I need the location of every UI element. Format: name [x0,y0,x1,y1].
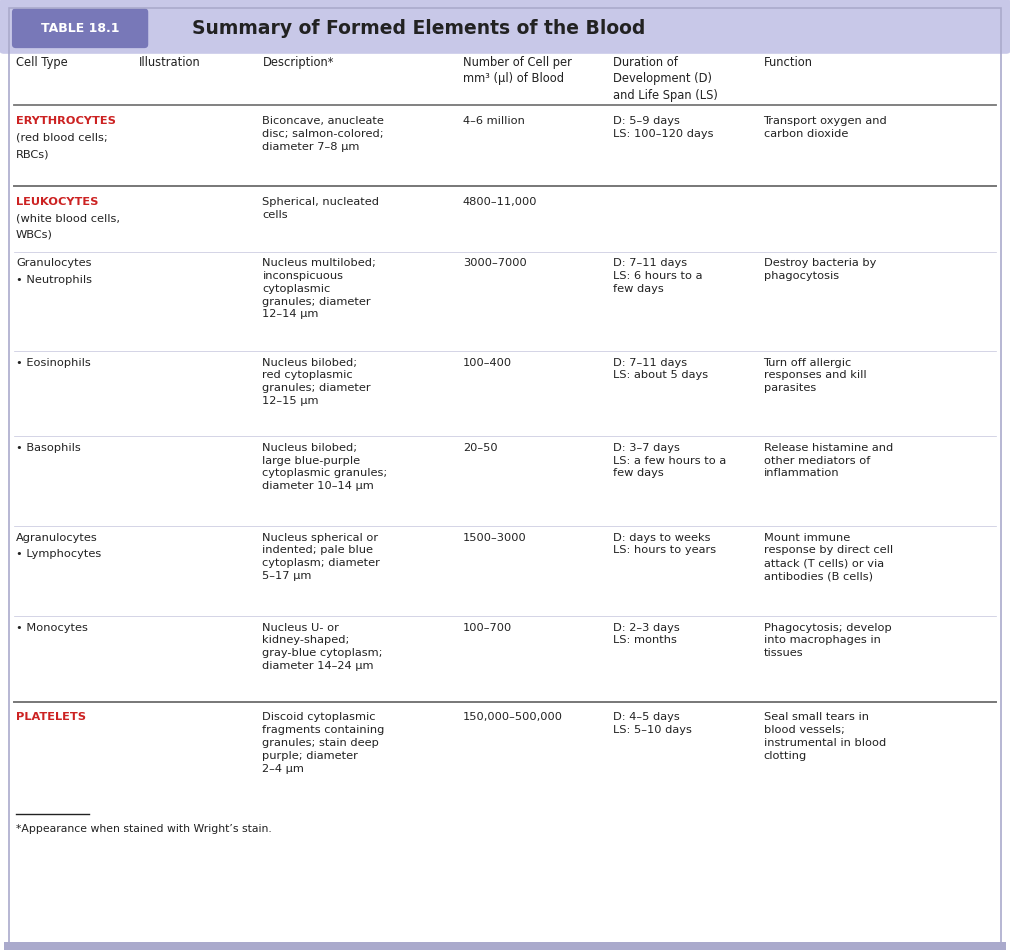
Text: Nucleus spherical or
indented; pale blue
cytoplasm; diameter
5–17 µm: Nucleus spherical or indented; pale blue… [263,533,381,581]
Text: Spherical, nucleated
cells: Spherical, nucleated cells [263,197,380,219]
Text: 3000–7000: 3000–7000 [463,258,526,268]
Text: Nucleus bilobed;
red cytoplasmic
granules; diameter
12–15 µm: Nucleus bilobed; red cytoplasmic granule… [263,357,371,406]
Text: Biconcave, anucleate
disc; salmon-colored;
diameter 7–8 µm: Biconcave, anucleate disc; salmon-colore… [263,116,385,152]
Text: D: 7–11 days
LS: 6 hours to a
few days: D: 7–11 days LS: 6 hours to a few days [613,258,703,294]
Text: Mount immune
response by direct cell
attack (T cells) or via
antibodies (B cells: Mount immune response by direct cell att… [764,533,893,581]
Text: Nucleus multilobed;
inconspicuous
cytoplasmic
granules; diameter
12–14 µm: Nucleus multilobed; inconspicuous cytopl… [263,258,377,319]
Text: • Eosinophils: • Eosinophils [16,357,91,368]
Text: (white blood cells,: (white blood cells, [16,213,120,223]
Text: Phagocytosis; develop
into macrophages in
tissues: Phagocytosis; develop into macrophages i… [764,622,891,658]
Text: Number of Cell per
mm³ (µl) of Blood: Number of Cell per mm³ (µl) of Blood [463,56,572,86]
Bar [4,942,1006,950]
Text: Summary of Formed Elements of the Blood: Summary of Formed Elements of the Blood [192,19,645,38]
Text: 4–6 million: 4–6 million [463,116,525,126]
Text: 100–700: 100–700 [463,622,512,633]
Text: D: 2–3 days
LS: months: D: 2–3 days LS: months [613,622,680,645]
Text: Agranulocytes: Agranulocytes [16,533,98,542]
FancyBboxPatch shape [0,0,1010,54]
Text: Nucleus bilobed;
large blue-purple
cytoplasmic granules;
diameter 10–14 µm: Nucleus bilobed; large blue-purple cytop… [263,443,388,491]
Text: Destroy bacteria by
phagocytosis: Destroy bacteria by phagocytosis [764,258,876,281]
Text: Granulocytes: Granulocytes [16,258,92,268]
FancyBboxPatch shape [12,9,148,48]
Text: Cell Type: Cell Type [16,56,68,68]
Text: • Basophils: • Basophils [16,443,81,453]
Text: Duration of
Development (D)
and Life Span (LS): Duration of Development (D) and Life Spa… [613,56,718,102]
Text: Release histamine and
other mediators of
inflammation: Release histamine and other mediators of… [764,443,893,479]
Text: Discoid cytoplasmic
fragments containing
granules; stain deep
purple; diameter
2: Discoid cytoplasmic fragments containing… [263,712,385,773]
Text: 100–400: 100–400 [463,357,512,368]
Text: 150,000–500,000: 150,000–500,000 [463,712,563,722]
Text: Function: Function [764,56,813,68]
Text: Transport oxygen and
carbon dioxide: Transport oxygen and carbon dioxide [764,116,888,139]
Text: ERYTHROCYTES: ERYTHROCYTES [16,116,116,126]
Text: Seal small tears in
blood vessels;
instrumental in blood
clotting: Seal small tears in blood vessels; instr… [764,712,886,761]
Text: LEUKOCYTES: LEUKOCYTES [16,197,98,207]
Text: Illustration: Illustration [139,56,201,68]
Text: 4800–11,000: 4800–11,000 [463,197,537,207]
Text: 20–50: 20–50 [463,443,498,453]
Text: • Monocytes: • Monocytes [16,622,88,633]
Text: *Appearance when stained with Wright’s stain.: *Appearance when stained with Wright’s s… [16,825,272,834]
Text: Turn off allergic
responses and kill
parasites: Turn off allergic responses and kill par… [764,357,867,393]
Text: D: 7–11 days
LS: about 5 days: D: 7–11 days LS: about 5 days [613,357,708,380]
Text: RBCs): RBCs) [16,149,49,160]
Text: Description*: Description* [263,56,334,68]
Text: • Neutrophils: • Neutrophils [16,275,92,285]
Text: TABLE 18.1: TABLE 18.1 [40,22,119,35]
Text: WBCs): WBCs) [16,230,53,239]
Text: PLATELETS: PLATELETS [16,712,86,722]
Text: Nucleus U- or
kidney-shaped;
gray-blue cytoplasm;
diameter 14–24 µm: Nucleus U- or kidney-shaped; gray-blue c… [263,622,383,671]
Text: D: 5–9 days
LS: 100–120 days: D: 5–9 days LS: 100–120 days [613,116,714,139]
Point [83,808,95,820]
Text: (red blood cells;: (red blood cells; [16,133,108,142]
Text: D: 4–5 days
LS: 5–10 days: D: 4–5 days LS: 5–10 days [613,712,692,735]
Text: • Lymphocytes: • Lymphocytes [16,549,101,560]
Text: D: 3–7 days
LS: a few hours to a
few days: D: 3–7 days LS: a few hours to a few day… [613,443,726,479]
Text: 1500–3000: 1500–3000 [463,533,526,542]
Text: D: days to weeks
LS: hours to years: D: days to weeks LS: hours to years [613,533,716,556]
Point [10,808,22,820]
